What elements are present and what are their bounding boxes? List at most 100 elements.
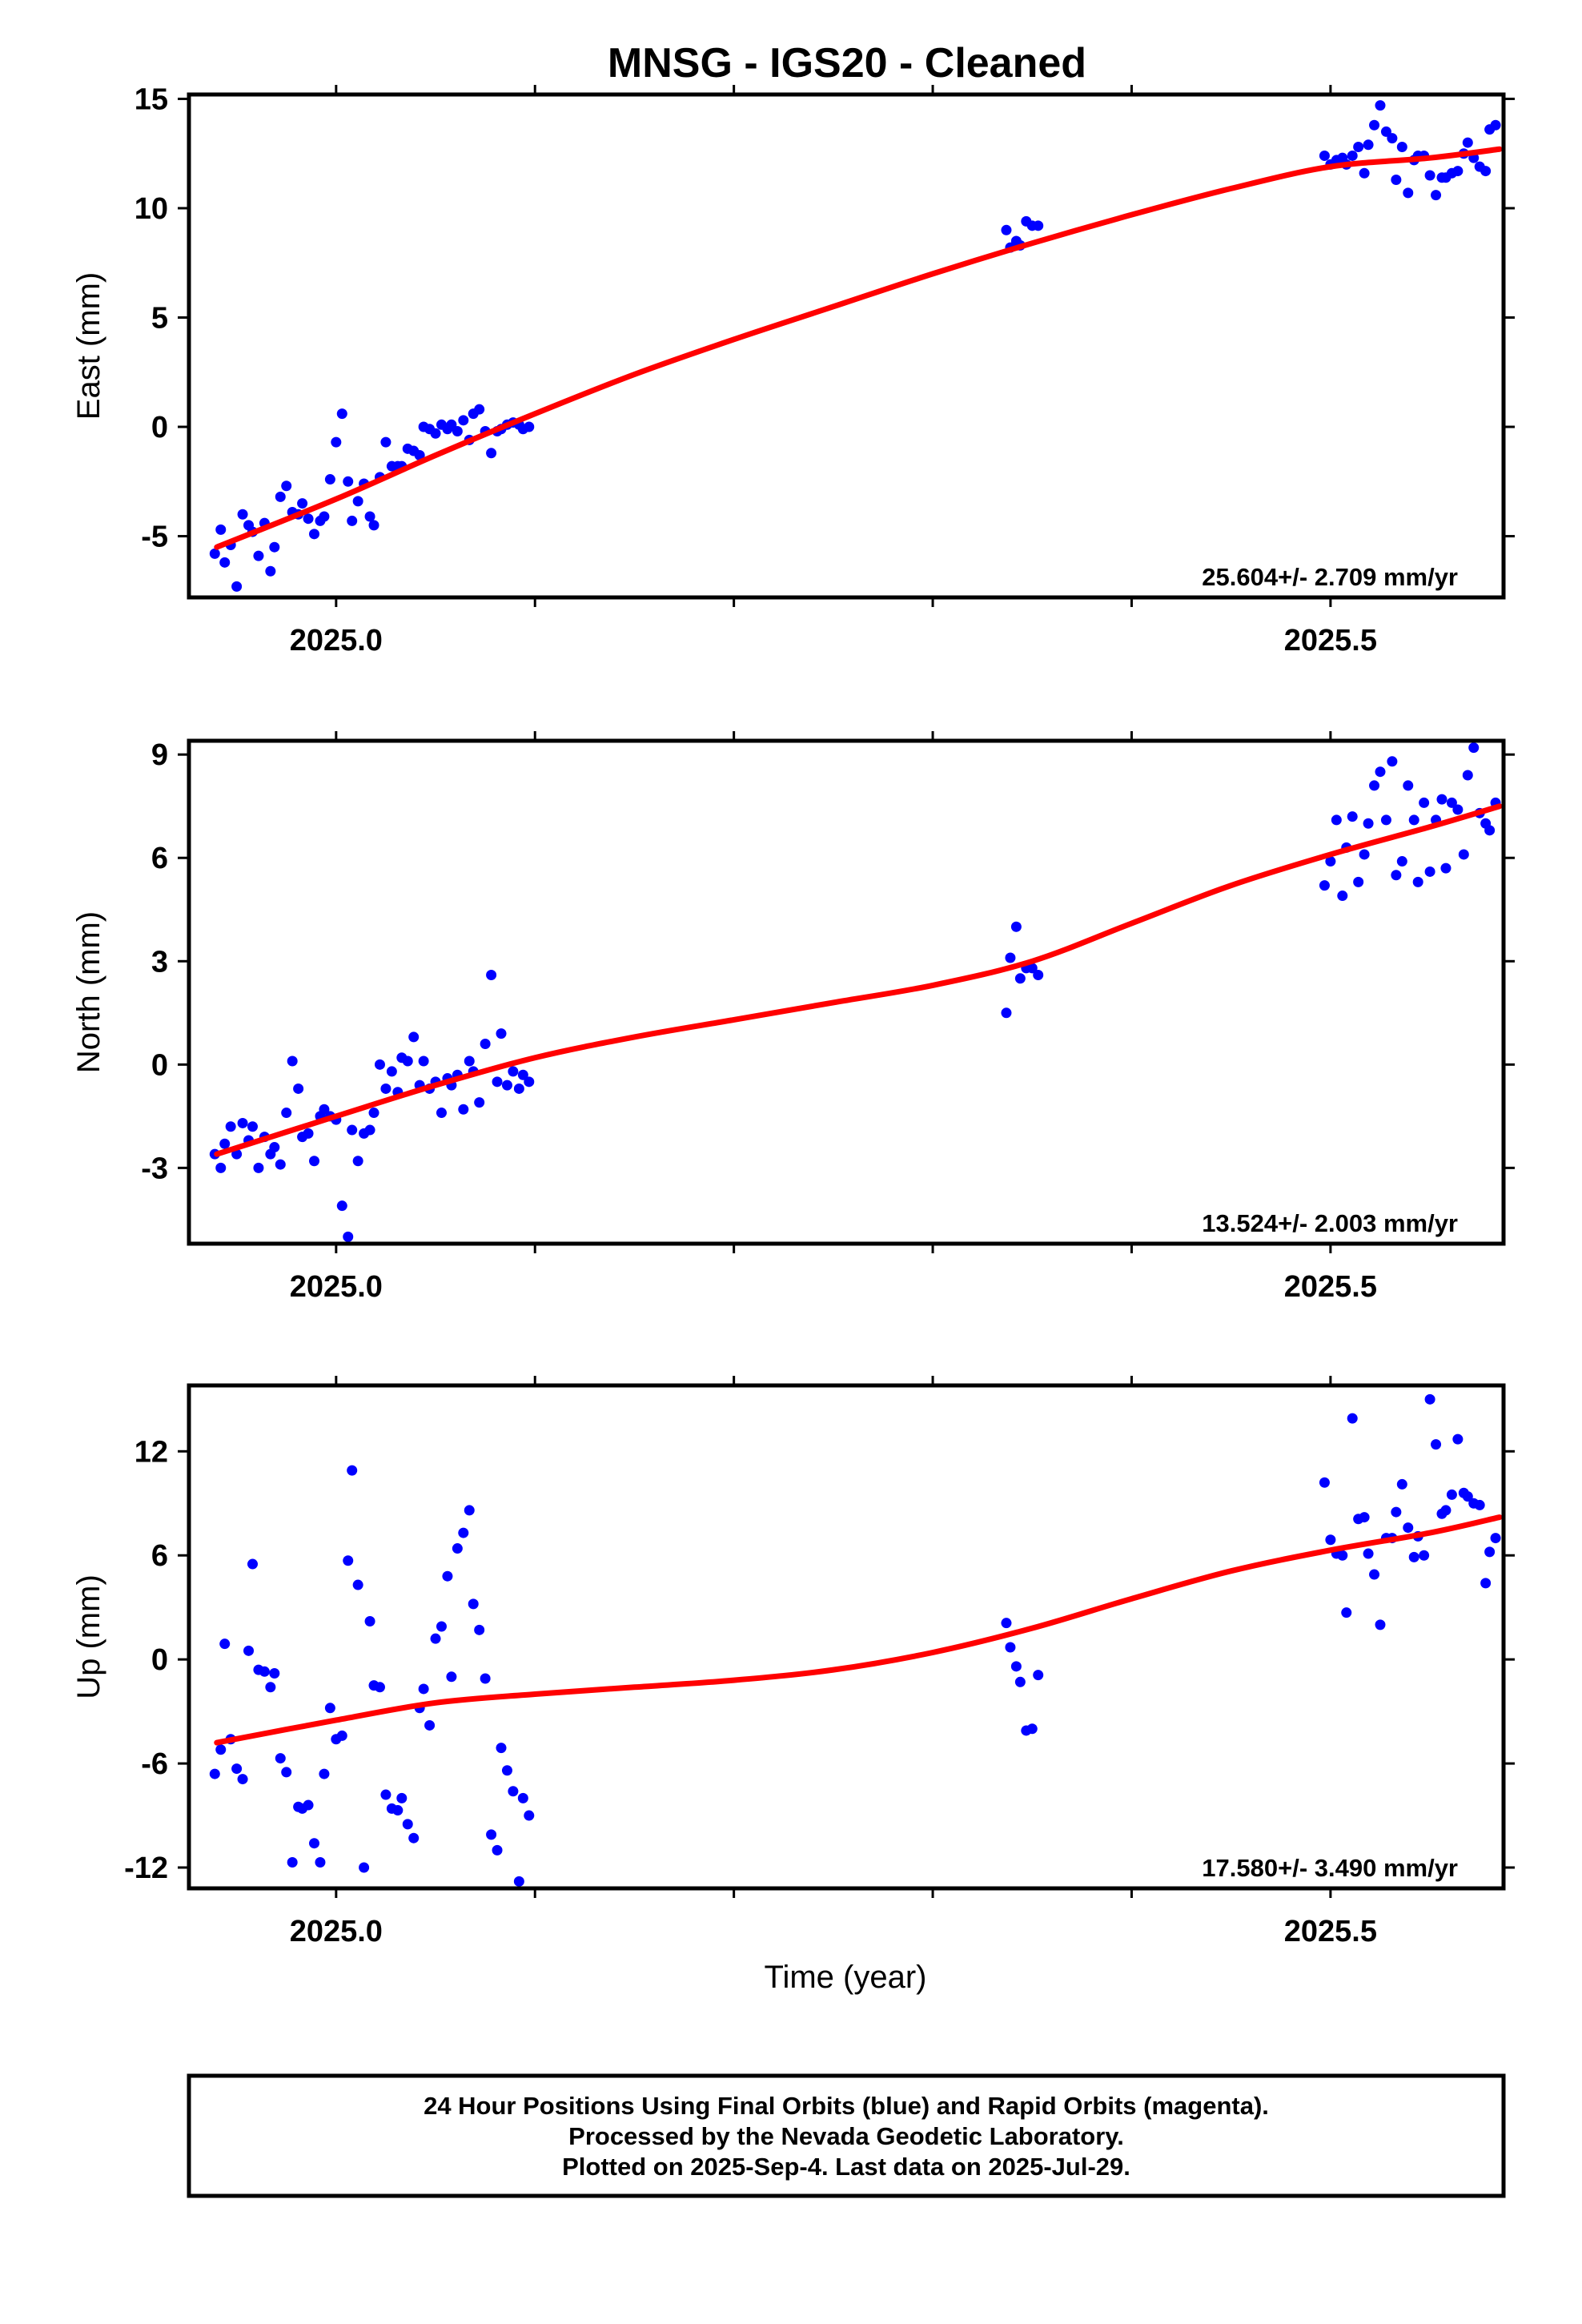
data-point-up-46 <box>464 1505 475 1516</box>
data-point-east-23 <box>336 408 347 420</box>
data-point-north-48 <box>474 1097 485 1108</box>
data-point-north-89 <box>1452 804 1464 815</box>
data-point-up-34 <box>396 1792 408 1803</box>
data-point-north-23 <box>336 1200 347 1212</box>
x-tick-label-up-1: 2025.5 <box>1284 1915 1377 1948</box>
data-point-up-73 <box>1363 1548 1374 1559</box>
data-point-east-80 <box>1403 187 1414 199</box>
data-point-up-26 <box>352 1579 363 1590</box>
data-point-up-66 <box>1325 1534 1336 1546</box>
data-point-up-89 <box>1452 1433 1464 1445</box>
data-point-north-63 <box>1026 963 1038 974</box>
panels: 2025.0 2025.5 -5 0 5 10 15 East (mm) 25.604+/- 2… <box>71 82 1515 1948</box>
data-point-east-22 <box>331 436 342 448</box>
data-point-up-75 <box>1375 1619 1386 1630</box>
footer-line-1: 24 Hour Positions Using Final Orbits (bl… <box>424 2092 1269 2120</box>
data-point-north-46 <box>464 1055 475 1067</box>
data-point-up-80 <box>1403 1522 1414 1534</box>
data-point-north-77 <box>1387 756 1398 767</box>
data-point-up-27 <box>359 1862 370 1873</box>
x-tick-label-north-1: 2025.5 <box>1284 1270 1377 1304</box>
footer-frame <box>187 2073 1506 2198</box>
panel-east: 2025.0 2025.5 -5 0 5 10 15 East (mm) 25.604+/- 2… <box>71 82 1515 657</box>
data-point-north-73 <box>1363 818 1374 829</box>
data-point-east-1 <box>215 524 227 535</box>
data-point-north-56 <box>517 1069 528 1080</box>
data-point-east-28 <box>364 511 375 522</box>
fit-line-east <box>214 146 1503 550</box>
data-point-north-66 <box>1325 856 1336 867</box>
data-point-east-10 <box>265 565 276 577</box>
data-point-north-25 <box>347 1124 358 1136</box>
y-tick-label-north-0: -3 <box>141 1152 168 1185</box>
data-point-up-10 <box>265 1682 276 1693</box>
data-point-up-2 <box>219 1638 231 1650</box>
data-point-east-5 <box>237 509 248 520</box>
data-point-up-91 <box>1462 1491 1473 1502</box>
y-tick-label-north-1: 0 <box>151 1048 168 1082</box>
data-point-east-64 <box>1033 220 1044 231</box>
data-point-north-51 <box>492 1076 503 1088</box>
data-point-east-78 <box>1391 174 1402 185</box>
data-point-north-12 <box>275 1159 286 1170</box>
data-point-north-11 <box>269 1142 280 1153</box>
data-point-up-52 <box>496 1743 507 1754</box>
data-point-up-12 <box>275 1753 286 1764</box>
data-point-up-61 <box>1014 1676 1026 1687</box>
data-point-up-87 <box>1440 1505 1452 1516</box>
data-point-east-4 <box>231 581 243 592</box>
data-point-up-55 <box>513 1876 524 1887</box>
data-point-up-11 <box>269 1667 280 1679</box>
data-point-up-51 <box>492 1844 503 1856</box>
data-point-north-30 <box>374 1059 385 1070</box>
data-point-east-25 <box>347 515 358 526</box>
footer-line-2: Processed by the Nevada Geodetic Laborat… <box>568 2122 1124 2150</box>
data-point-north-58 <box>1001 1007 1012 1019</box>
data-point-up-40 <box>430 1633 441 1644</box>
data-point-north-80 <box>1403 780 1414 791</box>
data-point-up-53 <box>501 1765 512 1776</box>
panel-up: 2025.0 2025.5 -12 -6 0 6 12 Up (mm) 17.580+/- 3.… <box>71 1376 1515 1948</box>
data-point-east-96 <box>1490 119 1501 131</box>
data-point-north-64 <box>1033 969 1044 980</box>
data-point-north-54 <box>508 1066 519 1077</box>
data-point-north-7 <box>247 1121 258 1132</box>
y-axis-label-east: East (mm) <box>71 272 106 420</box>
data-point-north-55 <box>513 1083 524 1094</box>
data-point-east-91 <box>1462 137 1473 148</box>
data-point-north-8 <box>253 1162 264 1173</box>
data-point-up-9 <box>259 1666 270 1677</box>
data-point-up-44 <box>452 1543 463 1554</box>
data-point-up-83 <box>1419 1550 1430 1561</box>
data-point-north-52 <box>496 1028 507 1039</box>
data-point-north-86 <box>1436 794 1447 805</box>
data-point-up-38 <box>418 1683 429 1695</box>
data-point-north-95 <box>1484 825 1496 836</box>
y-axis-label-north: North (mm) <box>71 911 106 1073</box>
y-tick-label-east-0: -5 <box>141 521 168 554</box>
footer-line-3: Plotted on 2025-Sep-4. Last data on 2025… <box>562 2153 1130 2181</box>
data-point-up-65 <box>1319 1477 1330 1488</box>
data-point-up-0 <box>209 1768 220 1779</box>
plot-frame-north <box>187 738 1506 1246</box>
plot-frame-up <box>187 1383 1506 1891</box>
data-points-up <box>209 1393 1501 1887</box>
y-tick-label-east-2: 5 <box>151 302 168 336</box>
data-point-north-72 <box>1359 849 1370 860</box>
data-point-north-68 <box>1337 891 1348 902</box>
data-point-east-17 <box>303 513 314 525</box>
data-point-up-94 <box>1480 1578 1492 1589</box>
data-point-up-36 <box>408 1832 420 1844</box>
data-point-north-60 <box>1010 921 1022 932</box>
data-point-east-2 <box>219 557 231 568</box>
data-point-north-67 <box>1331 814 1342 826</box>
data-point-up-50 <box>486 1829 497 1840</box>
data-point-up-33 <box>392 1805 404 1816</box>
data-point-north-78 <box>1391 870 1402 881</box>
data-point-up-35 <box>402 1819 413 1830</box>
data-point-east-72 <box>1359 167 1370 179</box>
data-point-north-29 <box>368 1108 379 1119</box>
data-point-east-48 <box>474 404 485 415</box>
y-tick-label-up-0: -12 <box>124 1852 168 1885</box>
data-point-north-90 <box>1458 849 1469 860</box>
